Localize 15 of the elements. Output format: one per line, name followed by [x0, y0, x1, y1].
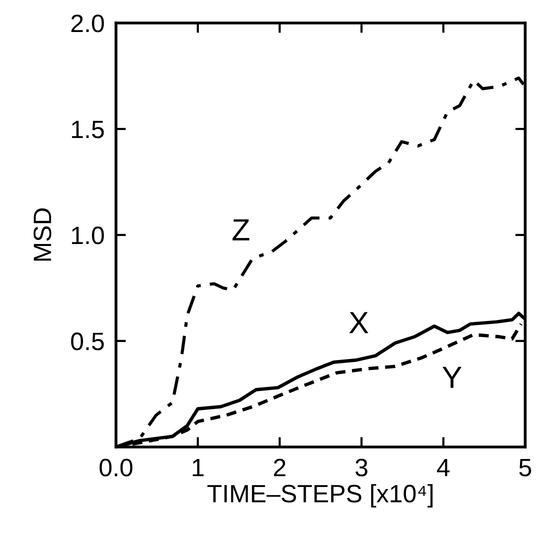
x-tick-label: 1 [192, 458, 204, 476]
series-label: Y [442, 366, 462, 388]
y-tick-label: 1.5 [72, 120, 104, 138]
x-axis-title: TIME–STEPS [x10⁴] [207, 484, 433, 508]
x-tick-label: 2 [274, 458, 286, 476]
y-tick-label: 1.0 [72, 226, 104, 244]
y-tick-label: 0.5 [71, 332, 104, 350]
series-label: Z [232, 219, 250, 240]
x-tick-label: 5 [519, 458, 532, 476]
x-tick-label: 4 [436, 458, 450, 476]
y-axis-title: MSD [34, 208, 52, 261]
series-label: X [349, 312, 368, 334]
x-tick-label: 0.0 [100, 458, 132, 476]
x-tick-label: 3 [356, 458, 368, 476]
y-tick-label: 2.0 [71, 14, 104, 32]
